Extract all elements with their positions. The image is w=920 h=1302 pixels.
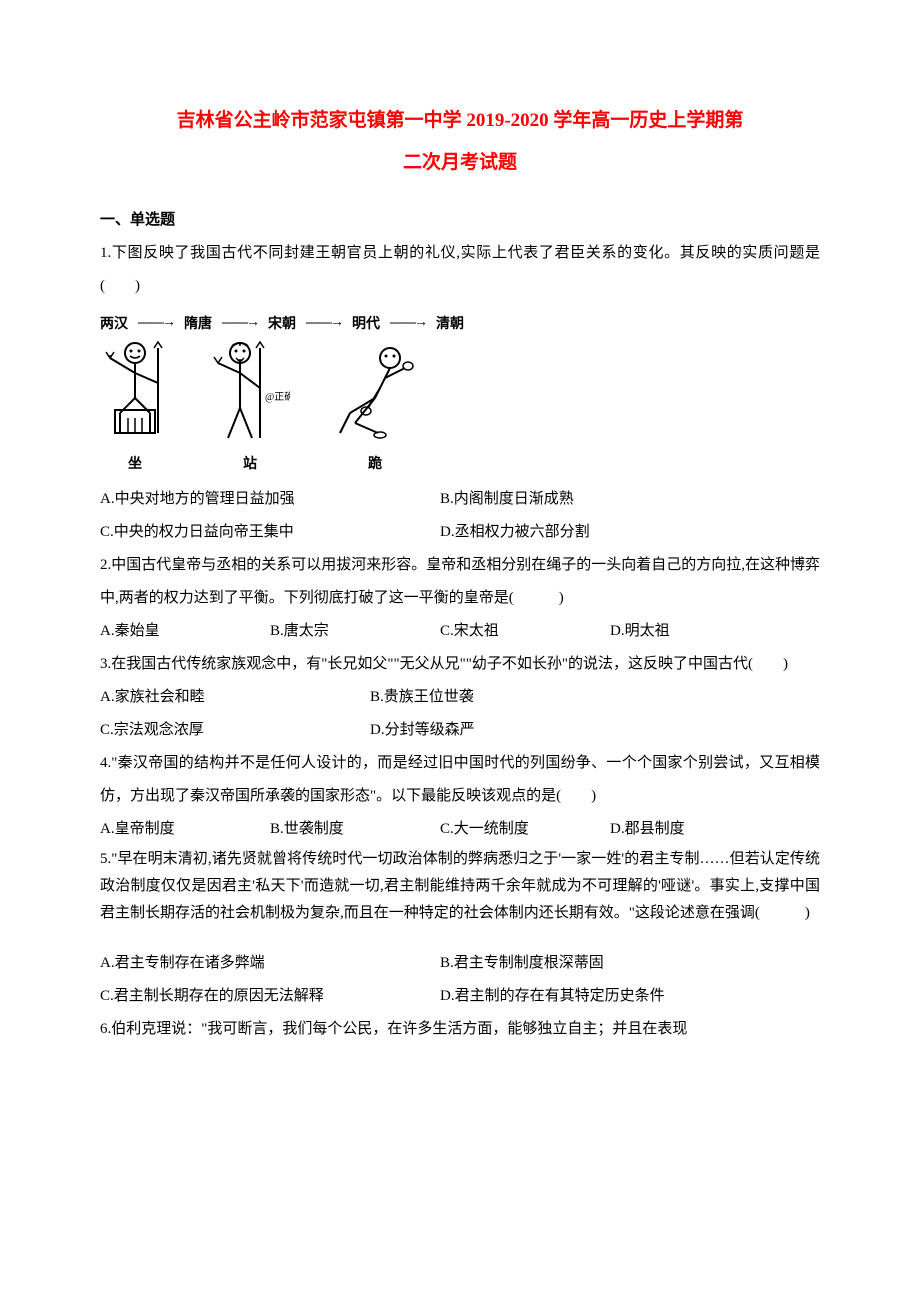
q2-option-c: C.宋太祖: [440, 615, 610, 648]
caption-2: 跪: [330, 453, 420, 473]
exam-title-line2: 二次月考试题: [100, 142, 820, 184]
q3-option-b: B.贵族王位世袭: [370, 681, 474, 714]
q4-option-a: A.皇帝制度: [100, 813, 270, 846]
question-4-text: 4."秦汉帝国的结构并不是任何人设计的，而是经过旧中国时代的列国纷争、一个个国家…: [100, 747, 820, 813]
question-6-text: 6.伯利克理说："我可断言，我们每个公民，在许多生活方面，能够独立自主；并且在表…: [100, 1013, 820, 1046]
q3-option-d: D.分封等级森严: [370, 714, 475, 747]
q1-option-c: C.中央的权力日益向帝王集中: [100, 516, 440, 549]
arrow-icon: ——→: [306, 315, 342, 331]
q4-option-c: C.大一统制度: [440, 813, 610, 846]
arrow-icon: ——→: [138, 315, 174, 331]
question-2-text: 2.中国古代皇帝与丞相的关系可以用拔河来形容。皇帝和丞相分别在绳子的一头向着自己…: [100, 549, 820, 615]
q3-option-c: C.宗法观念浓厚: [100, 714, 370, 747]
q4-option-d: D.郡县制度: [610, 813, 780, 846]
q5-option-a: A.君主专制存在诸多弊端: [100, 947, 440, 980]
q5-option-c: C.君主制长期存在的原因无法解释: [100, 980, 440, 1013]
section-heading: 一、单选题: [100, 204, 820, 237]
question-1-diagram: 两汉 ——→ 隋唐 ——→ 宋朝 ——→ 明代 ——→ 清朝: [100, 313, 820, 473]
q3-option-a: A.家族社会和睦: [100, 681, 370, 714]
q5-option-b: B.君主专制制度根深蒂固: [440, 947, 604, 980]
stick-figures: @正确云: [100, 338, 820, 448]
dynasty-3: 明代: [352, 313, 380, 333]
q4-option-b: B.世袭制度: [270, 813, 440, 846]
caption-0: 坐: [100, 453, 170, 473]
question-5-text: 5."早在明末清初,诸先贤就曾将传统时代一切政治体制的弊病悉归之于'一家一姓'的…: [100, 846, 820, 927]
question-1-text: 1.下图反映了我国古代不同封建王朝官员上朝的礼仪,实际上代表了君臣关系的变化。其…: [100, 237, 820, 303]
q2-option-d: D.明太祖: [610, 615, 780, 648]
dynasty-1: 隋唐: [184, 313, 212, 333]
exam-title-line1: 吉林省公主岭市范家屯镇第一中学 2019-2020 学年高一历史上学期第: [100, 100, 820, 142]
arrow-icon: ——→: [222, 315, 258, 331]
q1-option-b: B.内阁制度日渐成熟: [440, 483, 574, 516]
arrow-icon: ——→: [390, 315, 426, 331]
q1-option-a: A.中央对地方的管理日益加强: [100, 483, 440, 516]
question-3-text: 3.在我国古代传统家族观念中，有"长兄如父""无父从兄""幼子不如长孙"的说法，…: [100, 648, 820, 681]
q2-option-b: B.唐太宗: [270, 615, 440, 648]
figure-standing: @正确云: [210, 338, 290, 448]
dynasty-labels: 两汉 ——→ 隋唐 ——→ 宋朝 ——→ 明代 ——→ 清朝: [100, 313, 820, 333]
q1-option-d: D.丞相权力被六部分割: [440, 516, 590, 549]
q2-option-a: A.秦始皇: [100, 615, 270, 648]
dynasty-0: 两汉: [100, 313, 128, 333]
dynasty-2: 宋朝: [268, 313, 296, 333]
dynasty-4: 清朝: [436, 313, 464, 333]
caption-1: 站: [210, 453, 290, 473]
figure-kneeling: [330, 338, 420, 448]
q5-option-d: D.君主制的存在有其特定历史条件: [440, 980, 665, 1013]
figure-sitting: [100, 338, 170, 448]
figure-captions: 坐 站 跪: [100, 453, 820, 473]
watermark-text: @正确云: [265, 390, 290, 403]
